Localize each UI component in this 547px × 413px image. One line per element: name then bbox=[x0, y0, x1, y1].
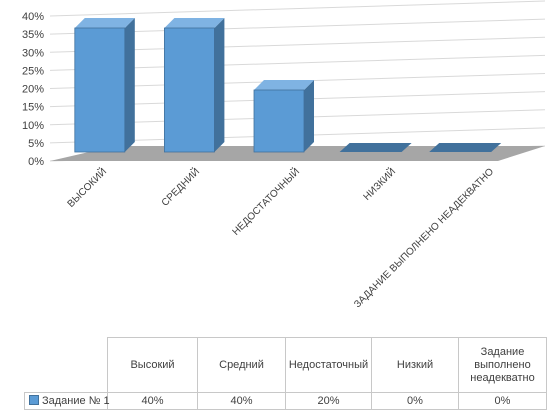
y-tick-label: 15% bbox=[22, 102, 44, 114]
data-table-header-cell: Высокий bbox=[107, 337, 198, 393]
y-tick-label: 5% bbox=[28, 138, 44, 150]
series-label-cell: Задание № 1 bbox=[24, 392, 110, 410]
bar-side bbox=[214, 18, 225, 152]
legend-key-swatch bbox=[29, 394, 39, 405]
y-tick-label: 0% bbox=[28, 156, 44, 168]
y-tick-label: 20% bbox=[22, 84, 44, 96]
data-table-header-cell: Недостаточный bbox=[285, 337, 372, 393]
x-tick-label: НИЗКИЙ bbox=[360, 165, 398, 203]
y-tick-label: 40% bbox=[22, 11, 44, 23]
data-table-header-cell: Низкий bbox=[371, 337, 459, 393]
bar-side bbox=[304, 80, 314, 152]
y-tick-label: 30% bbox=[22, 47, 44, 59]
bar bbox=[339, 143, 412, 152]
bar-front bbox=[74, 27, 126, 153]
bar bbox=[163, 18, 225, 153]
data-table-value-cell: 40% bbox=[197, 392, 286, 410]
x-tick-label: СРЕДНИЙ bbox=[158, 165, 202, 209]
gridline bbox=[49, 0, 546, 17]
data-table-value-cell: 40% bbox=[107, 392, 198, 410]
bar bbox=[253, 80, 314, 153]
bars bbox=[74, 18, 502, 153]
bar bbox=[74, 18, 135, 153]
x-tick-label: НЕДОСТАТОЧНЫЙ bbox=[229, 165, 302, 238]
bar-top bbox=[254, 80, 314, 90]
data-table-header-cell: Средний bbox=[197, 337, 286, 393]
bar-flat bbox=[339, 143, 412, 152]
chart-plot: 0% 5% 10% 15% 20% 25% 30% 35% 40% ВЫСОКИЙ СРЕДНИЙ… bbox=[22, 0, 546, 310]
bar-top bbox=[74, 18, 135, 28]
data-table-corner bbox=[24, 337, 108, 393]
data-table-header-cell: Задание выполнено неадекватно bbox=[458, 337, 547, 393]
data-table-value-cell: 0% bbox=[458, 392, 547, 410]
x-axis-ticks: ВЫСОКИЙ СРЕДНИЙ НЕДОСТАТОЧНЫЙ НИЗКИЙЗАДАНИЕ… bbox=[64, 165, 496, 310]
bar-front bbox=[253, 89, 305, 153]
data-table-header-row: Высокий Средний Недостаточный Низкий Зад… bbox=[24, 337, 547, 393]
y-tick-label: 25% bbox=[22, 65, 44, 77]
data-table-value-cell: 0% bbox=[371, 392, 459, 410]
y-tick-label: 35% bbox=[22, 29, 44, 41]
data-table-series-row: Задание № 1 40% 40% 20% 0% 0% bbox=[24, 392, 547, 410]
series-name: Задание № 1 bbox=[42, 394, 110, 407]
bar-front bbox=[163, 27, 215, 153]
bar bbox=[429, 143, 502, 152]
data-table: Высокий Средний Недостаточный Низкий Зад… bbox=[24, 337, 547, 410]
y-tick-label: 10% bbox=[22, 120, 44, 132]
x-tick-label: ВЫСОКИЙ bbox=[64, 165, 109, 210]
data-table-value-cell: 20% bbox=[285, 392, 372, 410]
bar-flat bbox=[429, 143, 502, 152]
y-axis-ticks: 0% 5% 10% 15% 20% 25% 30% 35% 40% bbox=[22, 11, 44, 168]
bar-side bbox=[124, 18, 135, 152]
bar-top bbox=[164, 18, 225, 28]
